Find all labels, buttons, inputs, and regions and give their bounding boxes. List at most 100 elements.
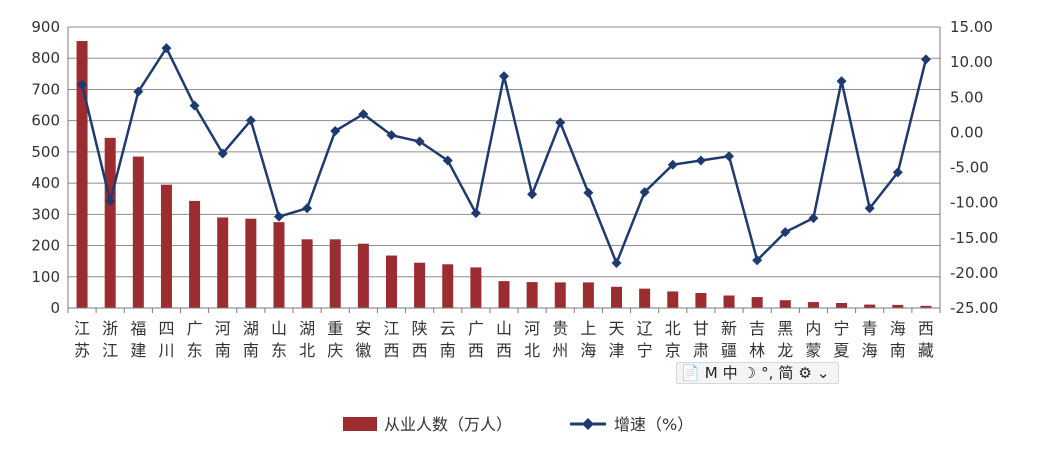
right-tick-label: 5.00: [950, 88, 983, 106]
right-tick-label: -20.00: [950, 264, 998, 282]
line-point: [161, 43, 172, 54]
legend-line-marker: [582, 418, 594, 430]
category-label: 江: [74, 319, 90, 338]
line-point: [499, 71, 509, 82]
category-label: 辽: [637, 319, 653, 338]
bar: [442, 264, 454, 308]
line-point: [836, 76, 847, 87]
ime-toolbar[interactable]: 📄 M 中 ☽ °, 简 ⚙ ⌄: [676, 362, 840, 384]
category-label: 北: [299, 341, 315, 360]
line-point: [892, 167, 903, 178]
bar: [498, 281, 510, 308]
ime-toolbar-item[interactable]: °,: [761, 364, 774, 382]
legend-bar-swatch: [343, 417, 377, 431]
line-point: [555, 117, 566, 128]
category-label: 川: [158, 341, 174, 360]
line-point: [245, 115, 256, 126]
right-tick-label: -5.00: [950, 159, 989, 177]
line-point: [77, 79, 88, 90]
right-tick-label: 15.00: [950, 18, 993, 36]
right-axis-ticks: -25.00 -20.00 -15.00 -10.00 -5.00 0.00 5.00 10.…: [950, 18, 998, 317]
category-label: 重: [327, 319, 343, 338]
bar: [807, 302, 819, 308]
category-labels: 江苏浙江福建四川广东河南湖南山东湖北重庆安徽江西陕西云南广西山西河北贵州上海天津…: [74, 319, 934, 360]
category-label: 蒙: [805, 341, 821, 360]
category-label: 疆: [721, 341, 737, 360]
ime-toolbar-item[interactable]: 简: [778, 364, 794, 382]
category-label: 海: [890, 319, 906, 338]
left-tick-label: 100: [31, 268, 60, 286]
left-tick-label: 200: [31, 237, 60, 255]
bar: [695, 293, 707, 308]
bar: [779, 300, 791, 308]
category-label: 西: [468, 341, 484, 360]
bar: [751, 297, 763, 308]
line-point: [133, 86, 144, 97]
category-label: 宁: [637, 341, 653, 360]
ime-toolbar-item[interactable]: ⚙: [798, 364, 812, 382]
line-point: [358, 109, 369, 120]
legend: 从业人数（万人） 增速（%）: [343, 415, 693, 434]
bar: [611, 286, 623, 308]
ime-toolbar-item[interactable]: ⌄: [816, 364, 830, 382]
category-label: 上: [580, 319, 596, 338]
line-point: [752, 255, 763, 266]
bar: [273, 222, 285, 308]
bar: [357, 243, 369, 308]
category-label: 安: [355, 319, 371, 338]
ime-toolbar-item[interactable]: 📄: [681, 364, 700, 382]
line-point: [442, 155, 453, 166]
category-label: 夏: [834, 341, 850, 360]
category-label: 山: [271, 319, 287, 338]
category-label: 林: [749, 341, 765, 360]
bar: [301, 239, 313, 308]
line-point: [639, 187, 650, 198]
ime-toolbar-item[interactable]: 中: [722, 364, 738, 382]
right-tick-label: -10.00: [950, 194, 998, 212]
ime-toolbar-item[interactable]: M: [704, 364, 718, 382]
category-label: 河: [524, 319, 540, 338]
category-label: 海: [862, 341, 878, 360]
category-label: 江: [102, 341, 118, 360]
category-label: 州: [552, 341, 568, 360]
left-tick-label: 300: [31, 205, 60, 223]
left-tick-label: 800: [31, 49, 60, 67]
bar: [76, 41, 88, 309]
right-tick-label: 0.00: [950, 123, 983, 141]
bar: [132, 156, 144, 308]
bar: [582, 282, 594, 308]
left-axis-ticks: 0 100 200 300 400 500 600 700 800 900: [31, 18, 60, 317]
line-point: [217, 148, 228, 159]
category-label: 南: [890, 341, 906, 360]
line-point: [808, 213, 819, 224]
category-label: 津: [609, 341, 625, 360]
bar: [189, 200, 201, 308]
category-label: 内: [805, 319, 821, 338]
category-label: 藏: [918, 341, 934, 360]
left-tick-label: 900: [31, 18, 60, 36]
bar: [104, 137, 116, 308]
bar: [864, 304, 876, 308]
category-label: 南: [243, 341, 259, 360]
category-label: 肃: [693, 341, 709, 360]
category-label: 建: [130, 341, 146, 360]
bar: [920, 305, 932, 308]
ime-toolbar-item[interactable]: ☽: [742, 364, 757, 382]
left-tick-label: 700: [31, 80, 60, 98]
category-label: 徽: [355, 341, 371, 360]
line-point: [695, 155, 706, 166]
line-point: [611, 258, 622, 269]
bar: [329, 239, 341, 308]
category-label: 西: [496, 341, 512, 360]
bar: [667, 291, 679, 308]
bar: [836, 303, 848, 308]
category-label: 浙: [102, 319, 118, 338]
category-label: 广: [187, 319, 203, 338]
category-label: 河: [215, 319, 231, 338]
bar: [470, 267, 482, 308]
category-label: 陕: [412, 319, 428, 338]
bar: [892, 304, 904, 308]
bar: [723, 295, 735, 308]
bar: [217, 217, 229, 308]
